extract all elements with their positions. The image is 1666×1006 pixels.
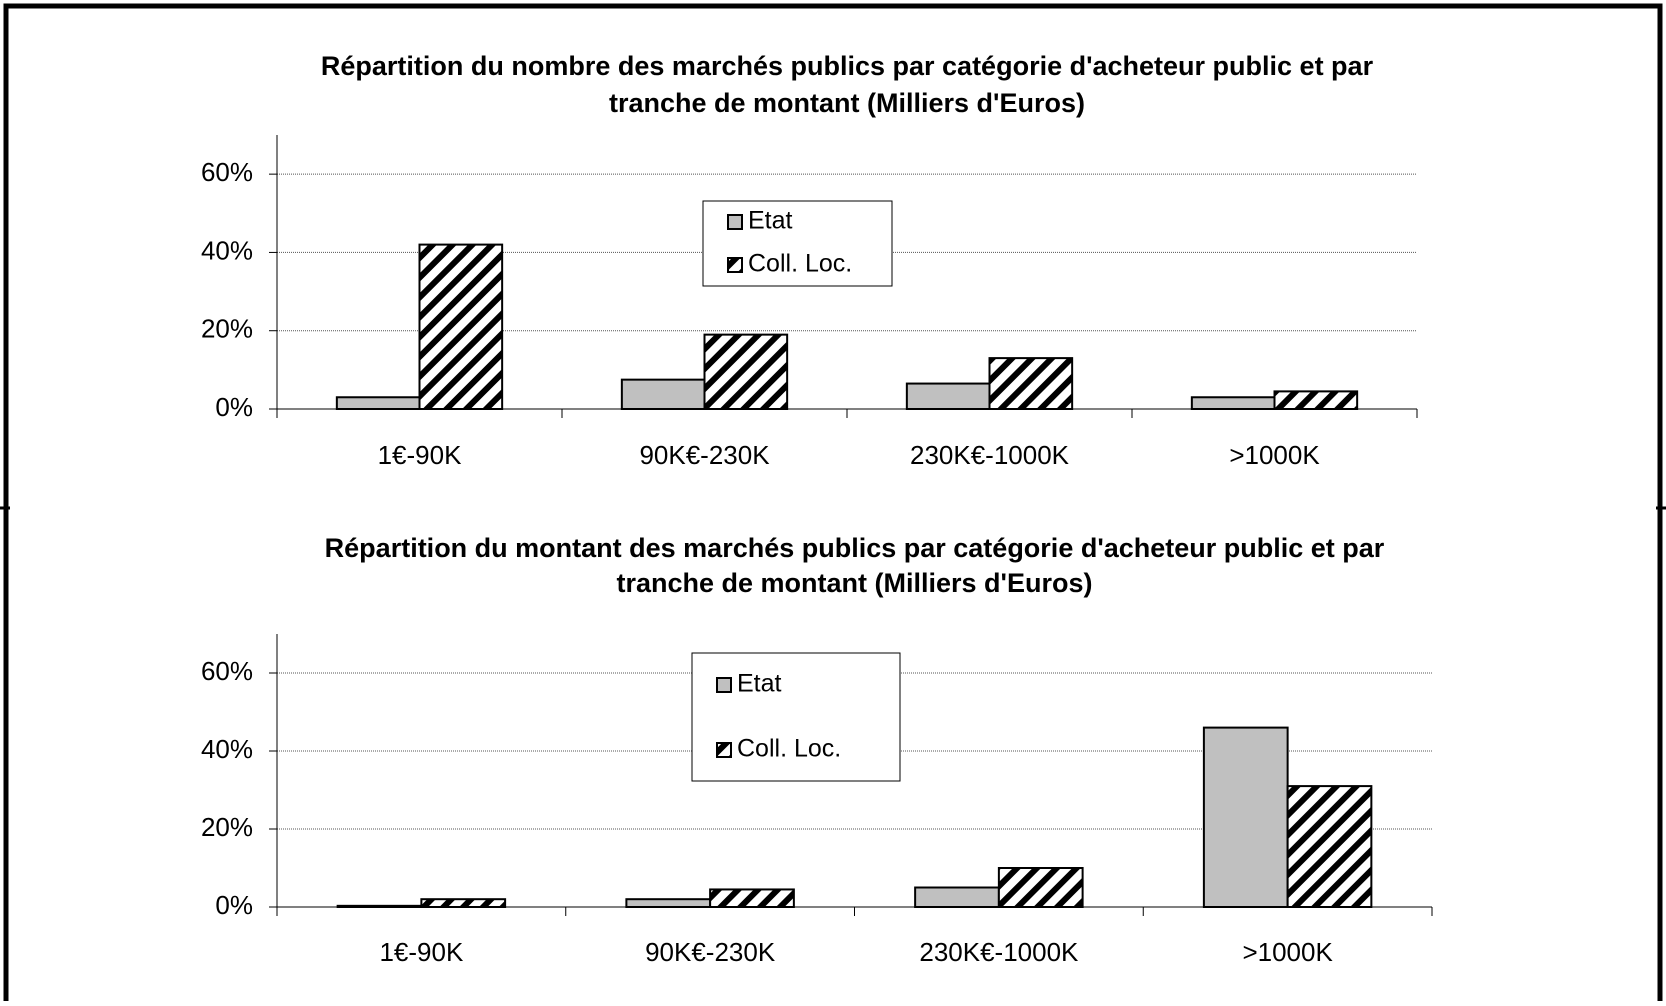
legend-label: Etat xyxy=(748,207,793,235)
bar xyxy=(997,867,1084,908)
bar xyxy=(1202,726,1289,908)
legend-swatch xyxy=(716,742,732,758)
bar xyxy=(1190,396,1276,410)
bar xyxy=(914,886,1000,908)
legend-label: Etat xyxy=(737,670,782,698)
x-tick-label: 1€-90K xyxy=(379,937,463,967)
x-tick-label: >1000K xyxy=(1229,440,1320,470)
bar xyxy=(335,396,421,410)
legend-swatch xyxy=(727,257,743,273)
x-tick-label: 1€-90K xyxy=(378,440,462,470)
bar xyxy=(988,357,1074,411)
bar xyxy=(420,898,507,909)
bar xyxy=(1273,390,1359,410)
bar xyxy=(709,888,795,909)
chart-title: tranche de montant (Milliers d'Euros) xyxy=(609,88,1085,118)
y-tick-label: 20% xyxy=(201,812,253,842)
bar xyxy=(620,378,706,410)
bar xyxy=(703,333,789,410)
legend-label: Coll. Loc. xyxy=(748,250,852,278)
x-tick-label: 90K€-230K xyxy=(639,440,770,470)
legend-swatch xyxy=(716,677,732,693)
chart-title: Répartition du montant des marchés publi… xyxy=(325,533,1385,563)
x-tick-label: 90K€-230K xyxy=(645,937,776,967)
x-tick-label: >1000K xyxy=(1242,937,1333,967)
chart-title: Répartition du nombre des marchés public… xyxy=(321,51,1374,81)
legend-box xyxy=(691,652,901,782)
chart-title: tranche de montant (Milliers d'Euros) xyxy=(617,568,1093,598)
bar xyxy=(418,243,504,410)
legend-label: Coll. Loc. xyxy=(737,735,841,763)
y-tick-label: 20% xyxy=(201,314,253,344)
y-tick-label: 40% xyxy=(201,235,253,265)
y-tick-label: 0% xyxy=(215,392,253,422)
frame xyxy=(3,3,1663,1001)
legend-swatch xyxy=(727,214,743,230)
bar xyxy=(905,382,991,410)
y-tick-label: 60% xyxy=(201,157,253,187)
y-tick-label: 40% xyxy=(201,734,253,764)
y-tick-label: 0% xyxy=(215,890,253,920)
bar xyxy=(625,898,712,909)
bar xyxy=(1286,785,1373,908)
x-tick-label: 230K€-1000K xyxy=(919,937,1079,967)
x-tick-label: 230K€-1000K xyxy=(910,440,1070,470)
y-tick-label: 60% xyxy=(201,656,253,686)
